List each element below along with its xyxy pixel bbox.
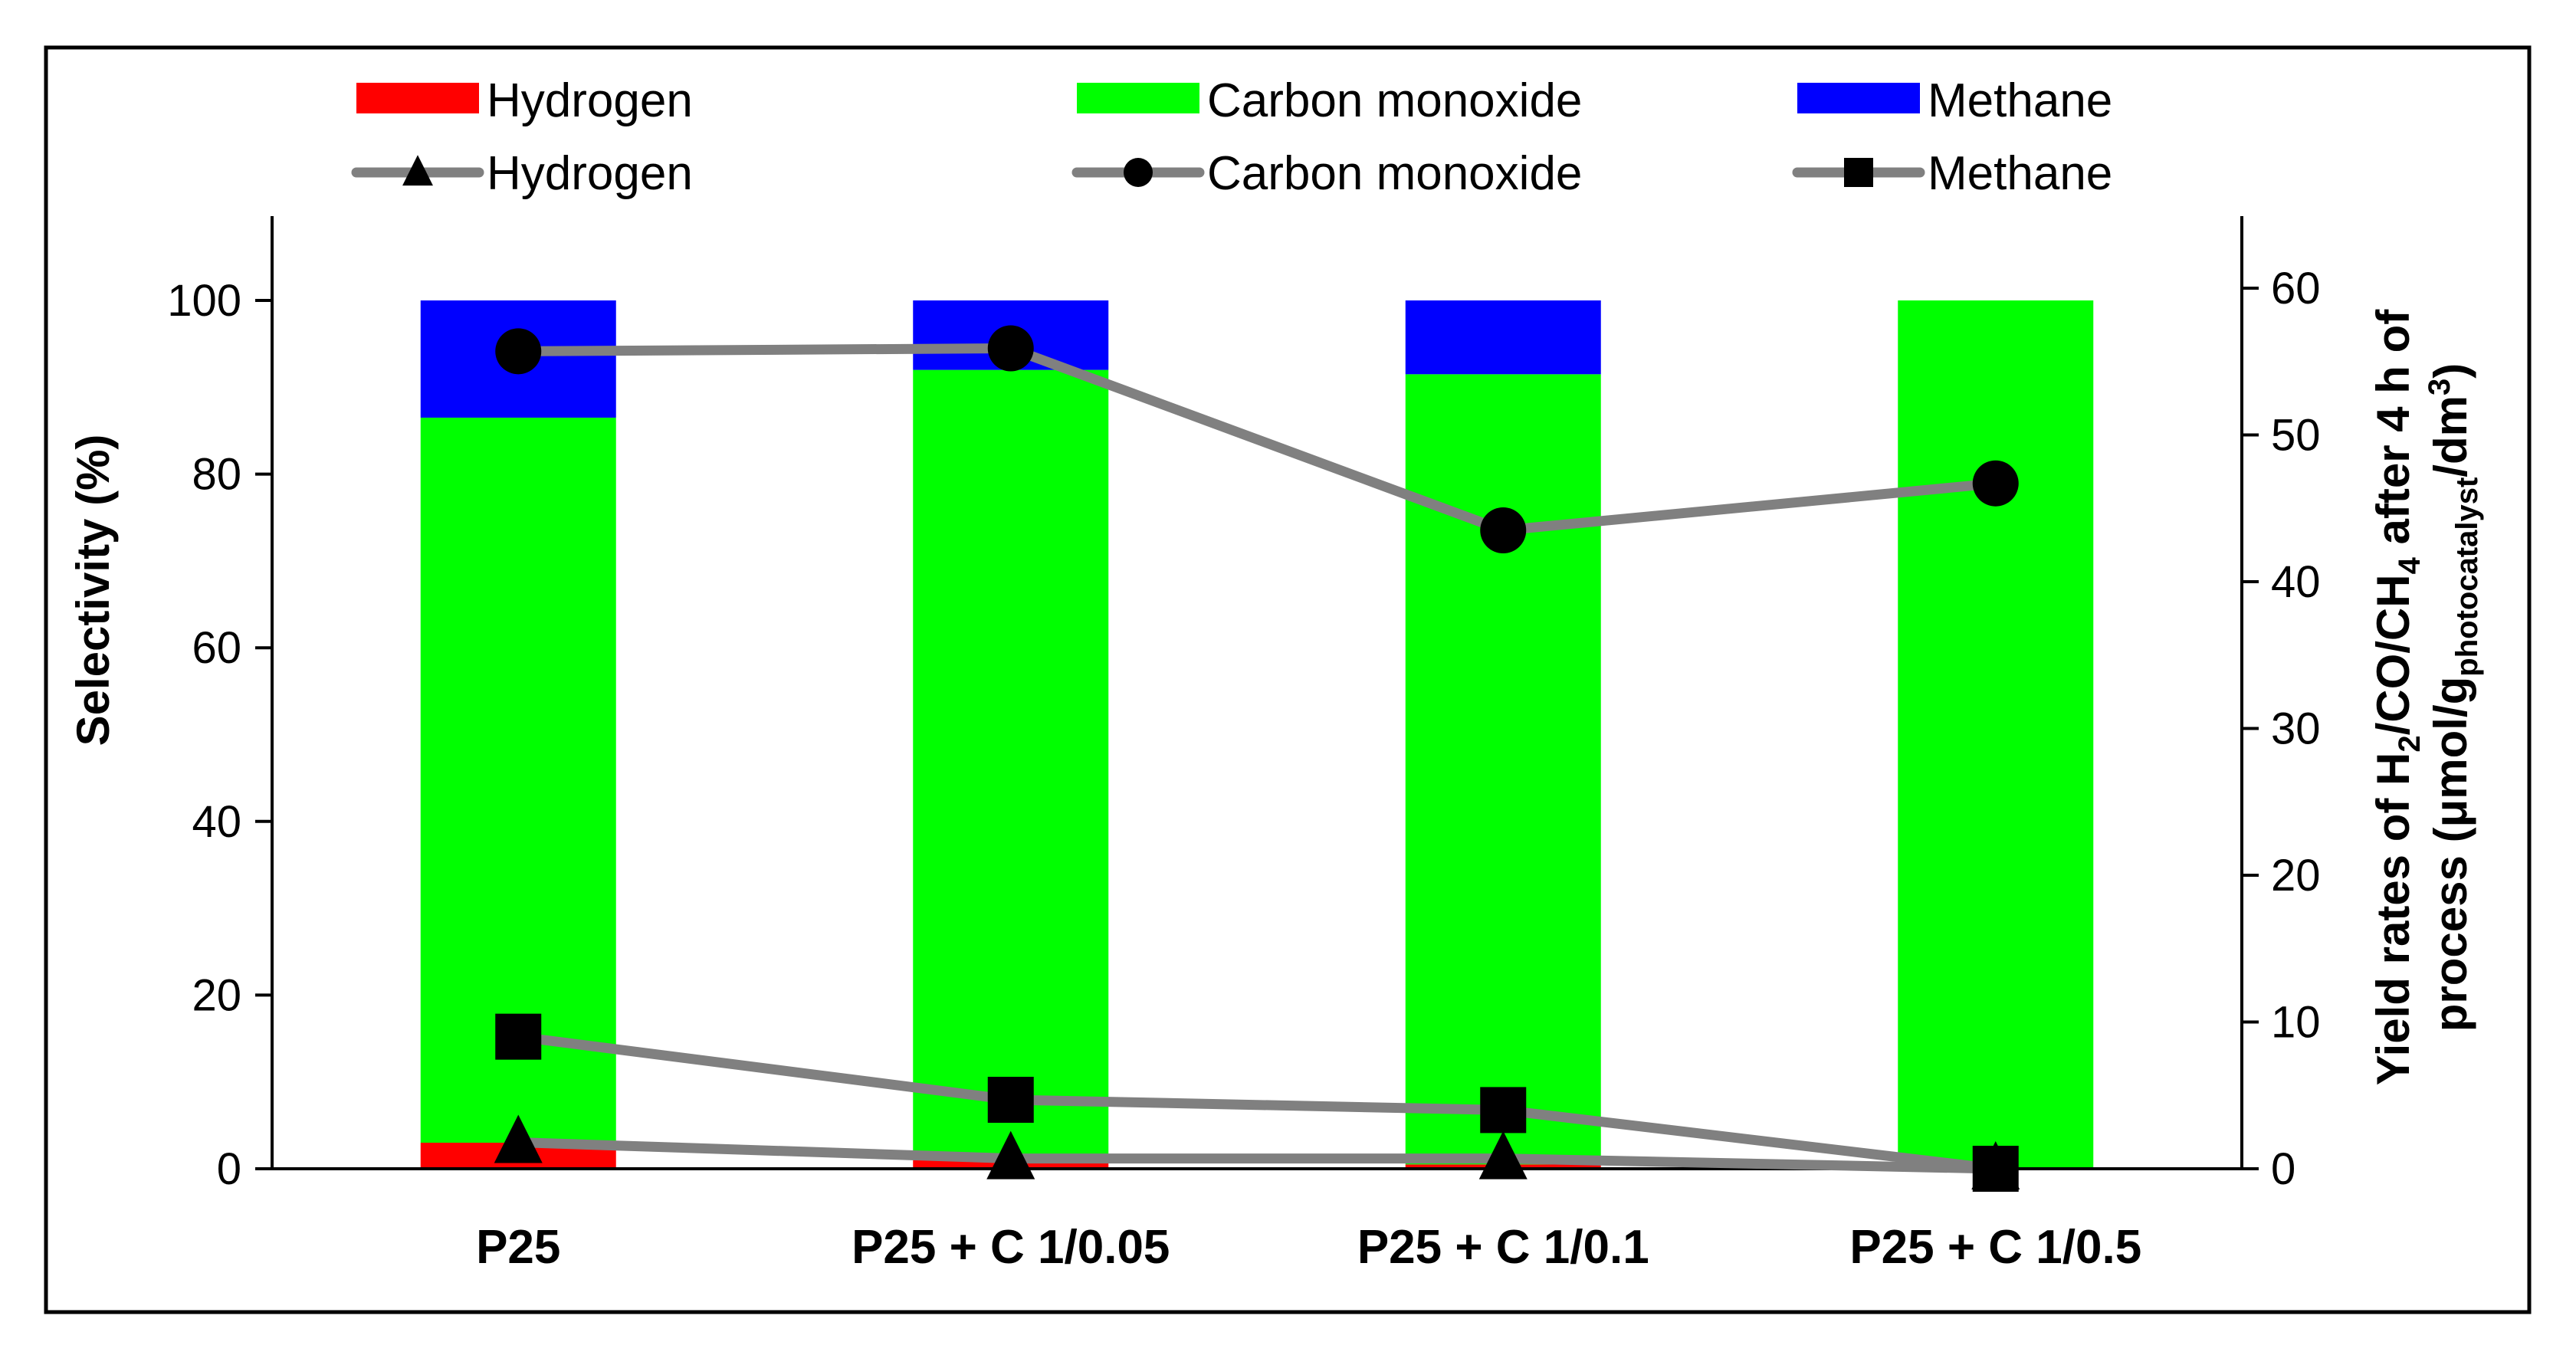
bar-carbon-monoxide-4: [1898, 300, 2094, 1169]
point-methane-1: [495, 1013, 542, 1060]
y2-tick-label-50: 50: [2271, 411, 2321, 461]
legend-label-bar-methane: Methane: [1928, 74, 2112, 127]
legend-swatch-bar-carbon-monoxide: [1077, 83, 1199, 113]
x-tick-label-4: P25 + C 1/0.5: [1849, 1221, 2141, 1274]
y2-tick-label-40: 40: [2271, 557, 2321, 607]
point-hydrogen-2: [986, 1130, 1035, 1179]
y2-tick-label-20: 20: [2271, 851, 2321, 901]
point-methane-2: [987, 1076, 1034, 1123]
legend-label-line-hydrogen: Hydrogen: [487, 147, 693, 200]
legend-label-bar-carbon-monoxide: Carbon monoxide: [1207, 74, 1582, 127]
line-methane: [517, 1032, 1997, 1174]
y-tick-label-20: 20: [192, 970, 241, 1020]
bar-carbon-monoxide-3: [1405, 374, 1601, 1165]
point-carbon-monoxide-3: [1480, 507, 1527, 553]
legend-swatch-bar-methane: [1797, 83, 1920, 113]
legend-swatch-bar-hydrogen: [356, 83, 479, 113]
y-tick-label-40: 40: [192, 797, 241, 847]
y2-tick-label-0: 0: [2271, 1144, 2295, 1194]
y-tick-label-60: 60: [192, 623, 241, 673]
y2-tick-label-30: 30: [2271, 704, 2321, 754]
chart-border: [44, 45, 2532, 1314]
legend-label-line-methane: Methane: [1928, 147, 2112, 200]
legend-label-line-carbon-monoxide: Carbon monoxide: [1207, 147, 1582, 200]
x-tick-label-2: P25 + C 1/0.05: [852, 1221, 1170, 1274]
y2-tick-label-60: 60: [2271, 264, 2321, 313]
bar-carbon-monoxide-2: [913, 369, 1109, 1160]
point-hydrogen-3: [1478, 1130, 1528, 1179]
y-tick-label-80: 80: [192, 450, 241, 500]
legend-marker-methane: [1844, 158, 1873, 187]
x-tick-label-1: P25: [476, 1221, 560, 1274]
line-hydrogen: [518, 1137, 1996, 1174]
y2-axis-title: Yield rates of H2/CO/CH4 after 4 h of pr…: [2368, 309, 2484, 1085]
point-carbon-monoxide-2: [987, 325, 1034, 372]
x-tick-label-3: P25 + C 1/0.1: [1357, 1221, 1649, 1274]
legend-marker-carbon-monoxide: [1124, 158, 1153, 187]
point-methane-4: [1972, 1146, 2019, 1192]
point-hydrogen-1: [494, 1114, 543, 1163]
legend-label-bar-hydrogen: Hydrogen: [487, 74, 693, 127]
bar-methane-3: [1405, 300, 1601, 375]
y2-axis-title-line2: process (μmol/gphotocatalyst/dm3): [2423, 363, 2484, 1032]
y-tick-label-100: 100: [167, 276, 241, 326]
y-tick-label-0: 0: [217, 1144, 241, 1194]
y2-tick-label-10: 10: [2271, 998, 2321, 1048]
legend-marker-hydrogen: [402, 155, 433, 186]
line-carbon-monoxide: [518, 343, 1997, 536]
point-methane-3: [1480, 1087, 1527, 1134]
y-axis-title: Selectivity (%): [67, 435, 119, 746]
y2-axis-title-line1: Yield rates of H2/CO/CH4 after 4 h of: [2368, 309, 2427, 1085]
point-carbon-monoxide-4: [1972, 460, 2019, 507]
point-carbon-monoxide-1: [495, 328, 542, 375]
